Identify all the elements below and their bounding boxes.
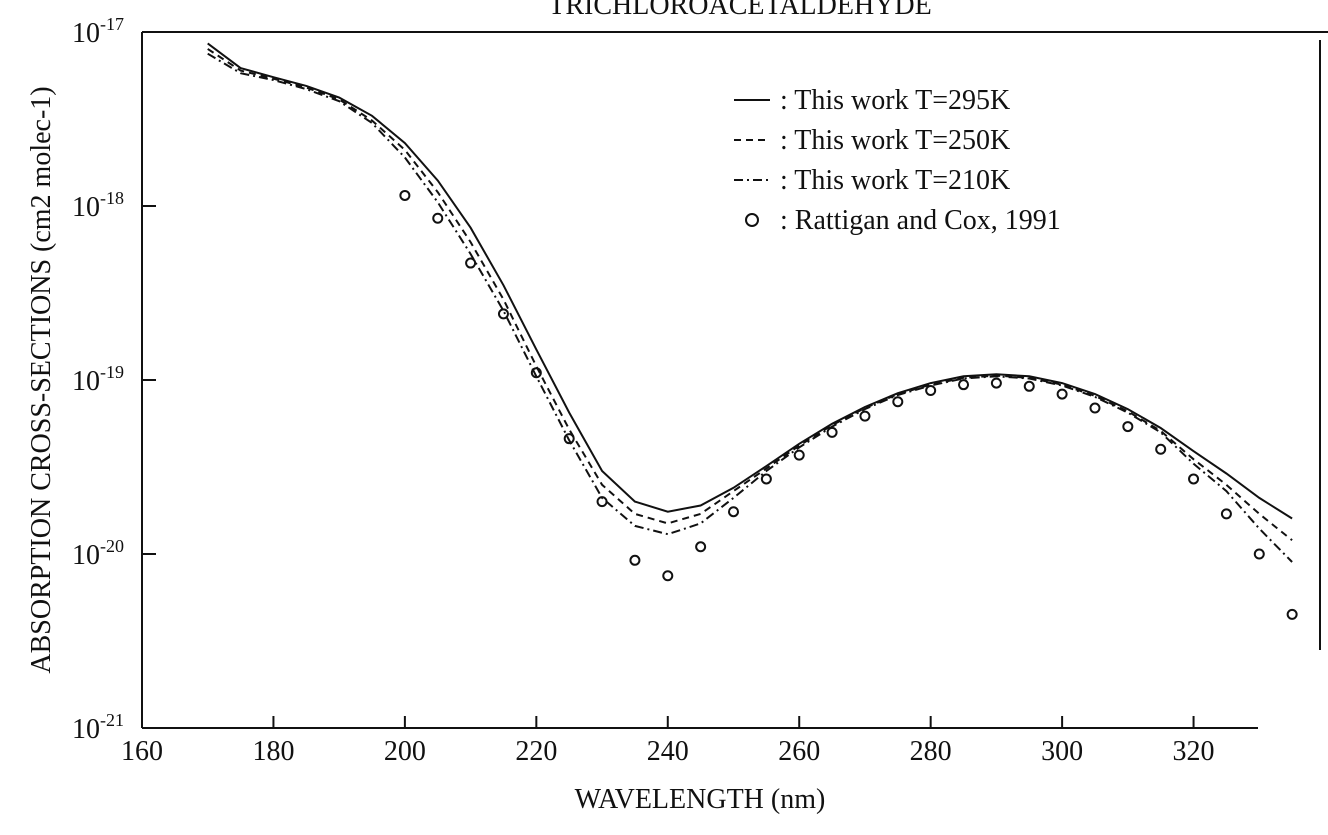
data-point bbox=[1220, 508, 1232, 520]
x-tick-label: 180 bbox=[252, 736, 294, 767]
legend-label: : This work T=210K bbox=[780, 165, 1010, 196]
y-axis-label: ABSORPTION CROSS-SECTIONS (cm2 molec-1) bbox=[26, 86, 57, 673]
x-tick-label: 240 bbox=[647, 736, 689, 767]
x-tick-label: 260 bbox=[778, 736, 820, 767]
tick-base: 10 bbox=[72, 18, 100, 49]
data-point bbox=[432, 212, 444, 224]
data-point bbox=[1056, 388, 1068, 400]
data-point bbox=[695, 541, 707, 553]
data-point bbox=[892, 396, 904, 408]
x-tick-label: 300 bbox=[1041, 736, 1083, 767]
legend-marker bbox=[745, 213, 759, 227]
tick-base: 10 bbox=[72, 714, 100, 745]
data-point bbox=[826, 426, 838, 438]
data-point bbox=[925, 385, 937, 397]
data-point bbox=[760, 473, 772, 485]
chart-title: TRICHLOROACETALDEHYDE bbox=[548, 0, 932, 21]
data-point bbox=[990, 377, 1002, 389]
data-point bbox=[859, 410, 871, 422]
x-tick-label: 320 bbox=[1173, 736, 1215, 767]
data-point bbox=[1286, 608, 1298, 620]
data-point bbox=[530, 367, 542, 379]
data-point bbox=[399, 189, 411, 201]
tick-exponent: -18 bbox=[100, 188, 124, 208]
y-tick-label: 10-18 bbox=[72, 188, 124, 223]
tick-base: 10 bbox=[72, 192, 100, 223]
x-axis-label: WAVELENGTH (nm) bbox=[575, 784, 826, 815]
x-tick-label: 280 bbox=[910, 736, 952, 767]
series-line bbox=[207, 48, 1293, 541]
legend-label: : This work T=295K bbox=[780, 85, 1010, 116]
tick-exponent: -17 bbox=[100, 14, 124, 34]
data-point bbox=[793, 449, 805, 461]
data-point bbox=[465, 257, 477, 269]
data-point bbox=[1155, 443, 1167, 455]
y-tick-label: 10-19 bbox=[72, 362, 124, 397]
tick-base: 10 bbox=[72, 540, 100, 571]
data-point bbox=[662, 570, 674, 582]
y-tick-label: 10-20 bbox=[72, 536, 124, 571]
data-point bbox=[1023, 380, 1035, 392]
data-point bbox=[596, 496, 608, 508]
series-line bbox=[207, 52, 1293, 563]
y-tick-label: 10-21 bbox=[72, 710, 124, 745]
legend-label: : This work T=250K bbox=[780, 125, 1010, 156]
x-tick-label: 160 bbox=[121, 736, 163, 767]
data-point bbox=[728, 506, 739, 518]
x-tick-label: 200 bbox=[384, 736, 426, 767]
data-point bbox=[1089, 402, 1101, 414]
x-tick-label: 220 bbox=[515, 736, 557, 767]
tick-exponent: -19 bbox=[100, 362, 124, 382]
tick-exponent: -21 bbox=[100, 710, 124, 730]
tick-exponent: -20 bbox=[100, 536, 124, 556]
series-line bbox=[207, 42, 1293, 520]
data-point bbox=[958, 379, 970, 391]
data-point bbox=[1188, 473, 1200, 485]
data-point bbox=[563, 433, 575, 445]
tick-base: 10 bbox=[72, 366, 100, 397]
data-point bbox=[497, 308, 509, 320]
data-point bbox=[1122, 421, 1134, 433]
data-point bbox=[629, 554, 641, 566]
legend-label: : Rattigan and Cox, 1991 bbox=[780, 205, 1061, 236]
data-point bbox=[1253, 548, 1265, 560]
y-tick-label: 10-17 bbox=[72, 14, 124, 49]
